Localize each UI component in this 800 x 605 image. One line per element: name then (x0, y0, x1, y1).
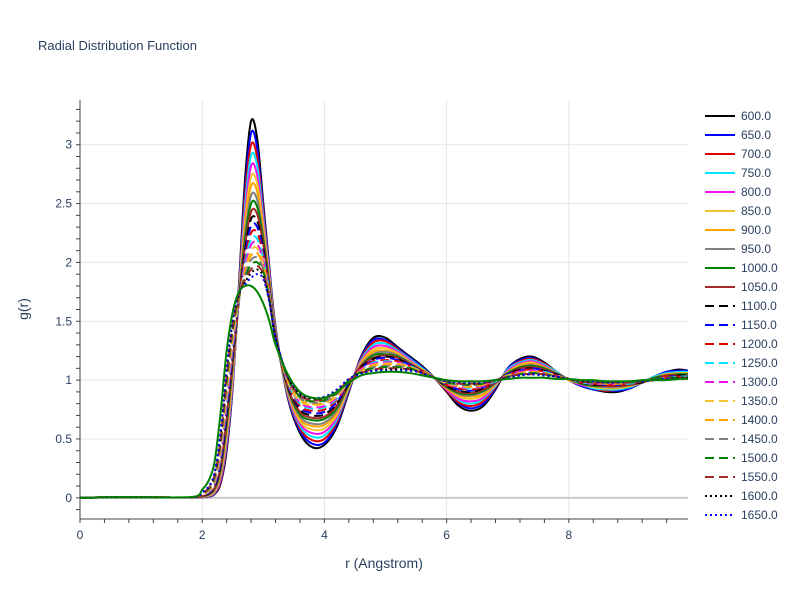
legend-label: 1550.0 (741, 470, 778, 484)
legend-item[interactable]: 1250.0 (705, 356, 778, 370)
legend-item[interactable]: 1100.0 (705, 299, 777, 313)
legend-item[interactable]: 1400.0 (705, 413, 778, 427)
legend-item[interactable]: 600.0 (705, 109, 771, 123)
legend-label: 900.0 (741, 223, 771, 237)
legend-item[interactable]: 1450.0 (705, 432, 778, 446)
legend-item[interactable]: 700.0 (705, 147, 771, 161)
y-axis-title: g(r) (15, 298, 31, 320)
legend-label: 850.0 (741, 204, 771, 218)
legend-item[interactable]: 750.0 (705, 166, 771, 180)
legend-label: 750.0 (741, 166, 771, 180)
legend-item[interactable]: 1150.0 (705, 318, 777, 332)
legend-item[interactable]: 1650.0 (705, 508, 778, 522)
legend-item[interactable]: 1200.0 (705, 337, 778, 351)
legend-item[interactable]: 1500.0 (705, 451, 778, 465)
legend-item[interactable]: 850.0 (705, 204, 771, 218)
legend-label: 1250.0 (741, 356, 778, 370)
y-tick-label: 0 (65, 491, 72, 505)
axis-layer: 0 2 4 6 8 0 0.5 1 1.5 2 2.5 3 (55, 100, 688, 542)
x-tick-label: 8 (566, 528, 573, 542)
y-tick-label: 0.5 (55, 432, 72, 446)
legend-label: 1050.0 (741, 280, 778, 294)
legend-label: 600.0 (741, 109, 771, 123)
series-line-unlabeled-22 (80, 284, 688, 499)
y-tick-label: 3 (65, 138, 72, 152)
legend-item[interactable]: 1600.0 (705, 489, 778, 503)
x-axis-title: r (Angstrom) (345, 555, 423, 571)
legend-label: 1650.0 (741, 508, 778, 522)
legend-item[interactable]: 800.0 (705, 185, 771, 199)
legend-label: 700.0 (741, 147, 771, 161)
legend-item[interactable]: 900.0 (705, 223, 771, 237)
x-tick-label: 0 (77, 528, 84, 542)
legend-item[interactable]: 1350.0 (705, 394, 778, 408)
x-tick-label: 2 (199, 528, 206, 542)
legend-label: 800.0 (741, 185, 771, 199)
legend-item[interactable]: 1550.0 (705, 470, 778, 484)
series-layer (80, 118, 688, 499)
chart-title: Radial Distribution Function (38, 38, 197, 53)
legend-label: 1000.0 (741, 261, 778, 275)
legend-label: 1200.0 (741, 337, 778, 351)
legend-label: 1450.0 (741, 432, 778, 446)
y-tick-label: 1.5 (55, 314, 72, 328)
legend-item[interactable]: 1000.0 (705, 261, 778, 275)
legend-item[interactable]: 1300.0 (705, 375, 778, 389)
legend-label: 1300.0 (741, 375, 778, 389)
y-tick-label: 1 (65, 373, 72, 387)
x-tick-label: 4 (321, 528, 328, 542)
legend-item[interactable]: 1050.0 (705, 280, 778, 294)
legend-label: 1150.0 (741, 318, 777, 332)
legend[interactable]: 600.0 650.0 700.0 750.0 800.0 850.0 900.0 950.0… (705, 109, 778, 522)
legend-label: 1100.0 (741, 299, 777, 313)
x-tick-label: 6 (443, 528, 450, 542)
y-tick-label: 2.5 (55, 197, 72, 211)
legend-label: 950.0 (741, 242, 771, 256)
legend-item[interactable]: 650.0 (705, 128, 771, 142)
legend-label: 1500.0 (741, 451, 778, 465)
legend-label: 650.0 (741, 128, 771, 142)
legend-label: 1350.0 (741, 394, 778, 408)
y-tick-label: 2 (65, 255, 72, 269)
legend-label: 1600.0 (741, 489, 778, 503)
legend-label: 1400.0 (741, 413, 778, 427)
legend-item[interactable]: 950.0 (705, 242, 771, 256)
